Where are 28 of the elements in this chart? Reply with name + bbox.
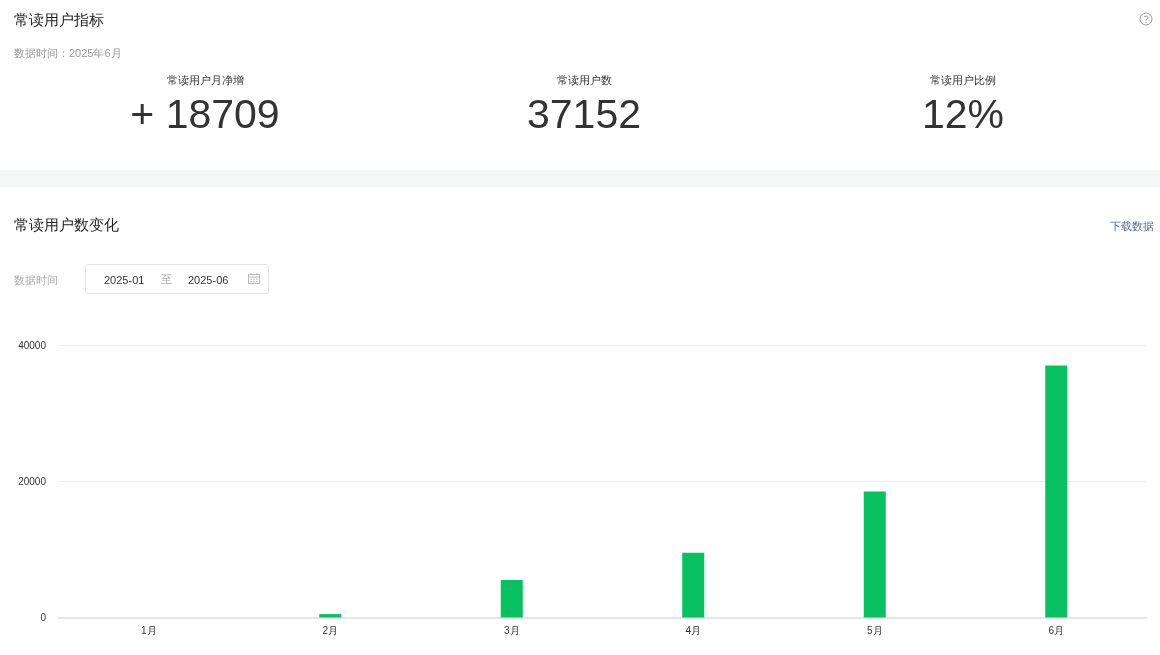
text: 下载数据 [1110, 219, 1154, 233]
bar [319, 614, 342, 618]
text: 常读用户指标 [14, 11, 104, 30]
category-label: 常读用户比例 [929, 73, 997, 88]
x-tick-label: 5月 [866, 625, 883, 636]
x-tick-label: 1月 [140, 625, 157, 636]
text: + 18709 [130, 91, 280, 137]
y-tick-label: 20000 [18, 475, 47, 487]
text: 2025-01 [104, 273, 145, 287]
x-tick-label: 3月 [503, 625, 520, 636]
text: 37152 [526, 91, 641, 137]
chart-title: 常读用户数变化 [14, 216, 119, 235]
category-label: 常读用户月净增 [165, 73, 245, 88]
bar [863, 491, 886, 618]
text: 数据时间：2025年6月 [14, 46, 122, 61]
bar [500, 580, 523, 618]
text: 数据时间 [14, 273, 58, 287]
text: 2025-06 [188, 273, 229, 287]
y-tick-label: 0 [40, 612, 47, 623]
text: 12% [921, 91, 1005, 137]
bar [1045, 365, 1068, 618]
text: 至 [161, 272, 172, 286]
bar [682, 552, 705, 618]
x-tick-label: 4月 [685, 625, 702, 636]
category-label: 常读用户数 [555, 73, 613, 88]
y-tick-label: 40000 [18, 339, 47, 351]
x-tick-label: 6月 [1048, 625, 1065, 636]
x-tick-label: 2月 [322, 625, 339, 636]
